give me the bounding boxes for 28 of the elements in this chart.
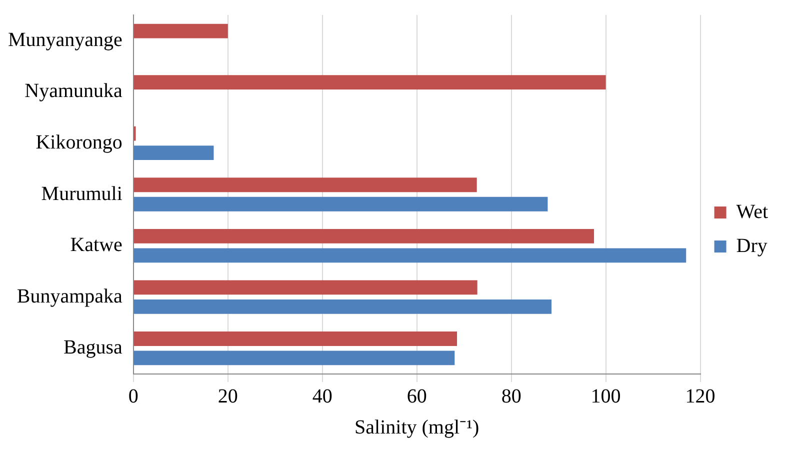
bar bbox=[134, 75, 606, 90]
bar bbox=[134, 332, 458, 346]
y-tick-label: Bunyampaka bbox=[16, 285, 123, 308]
y-tick-label: Nyamunuka bbox=[24, 80, 123, 102]
bar bbox=[134, 24, 228, 38]
x-tick-label: 80 bbox=[501, 385, 522, 408]
y-tick-label: Murumuli bbox=[41, 182, 123, 205]
legend-label: Wet bbox=[736, 200, 768, 223]
x-tick-label: 60 bbox=[406, 385, 427, 408]
bar bbox=[134, 280, 478, 295]
x-axis-title: Salinity (mgl⁻¹) bbox=[354, 416, 480, 438]
x-tick-label: 0 bbox=[128, 385, 138, 408]
bar bbox=[134, 146, 214, 160]
y-tick-label: Kikorongo bbox=[36, 131, 122, 154]
bar bbox=[134, 299, 552, 314]
x-tick-label: 120 bbox=[685, 385, 716, 408]
y-tick-label: Munyanyange bbox=[8, 28, 123, 51]
y-tick-label: Bagusa bbox=[64, 336, 123, 359]
bar bbox=[134, 248, 686, 263]
x-tick-label: 20 bbox=[218, 385, 238, 408]
bar bbox=[134, 196, 548, 212]
legend-label: Dry bbox=[736, 234, 768, 257]
bar bbox=[134, 178, 477, 192]
x-tick-label: 100 bbox=[590, 385, 621, 408]
bar bbox=[134, 228, 594, 244]
x-tick-label: 40 bbox=[312, 385, 332, 408]
bar bbox=[134, 350, 455, 366]
y-tick-label: Katwe bbox=[70, 234, 123, 256]
